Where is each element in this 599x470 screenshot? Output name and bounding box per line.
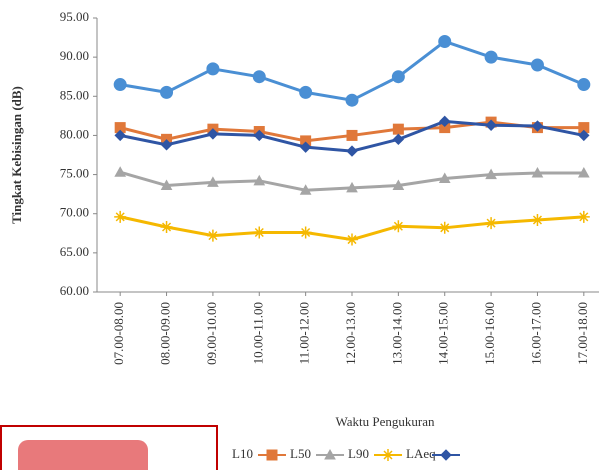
point bbox=[392, 179, 405, 191]
point bbox=[485, 119, 497, 131]
x-tick-label: 09.00-10.00 bbox=[204, 302, 219, 365]
point bbox=[577, 210, 590, 223]
x-tick-label: 11.00-12.00 bbox=[297, 302, 312, 364]
point bbox=[345, 93, 359, 107]
point bbox=[439, 115, 451, 128]
y-tick-label: 70.00 bbox=[60, 205, 89, 220]
legend-label: LAeq bbox=[406, 446, 436, 461]
point bbox=[160, 221, 173, 234]
point bbox=[392, 123, 404, 135]
point bbox=[114, 129, 126, 142]
x-axis-label: Waktu Pengukuran bbox=[336, 414, 435, 429]
point bbox=[114, 210, 127, 223]
y-tick-label: 95.00 bbox=[60, 9, 89, 24]
point bbox=[207, 176, 219, 187]
point bbox=[253, 226, 266, 239]
point bbox=[207, 128, 219, 140]
x-tick-label: 12.00-13.00 bbox=[343, 302, 358, 365]
y-tick-label: 65.00 bbox=[60, 244, 89, 259]
point bbox=[438, 34, 452, 48]
series-line bbox=[119, 39, 585, 102]
point bbox=[438, 221, 451, 234]
x-tick-label: 08.00-09.00 bbox=[158, 302, 173, 365]
point bbox=[484, 50, 498, 64]
x-tick-label: 16.00-17.00 bbox=[528, 302, 543, 365]
point bbox=[114, 166, 127, 177]
x-tick-label: 13.00-14.00 bbox=[389, 302, 404, 365]
x-tick-label: 07.00-08.00 bbox=[111, 302, 126, 365]
y-axis-label: Tingkat Kebisingan (dB) bbox=[9, 86, 24, 224]
point bbox=[253, 129, 265, 142]
point bbox=[577, 166, 590, 178]
y-tick-label: 60.00 bbox=[60, 283, 89, 298]
y-tick-label: 80.00 bbox=[60, 126, 89, 141]
point bbox=[206, 229, 219, 242]
legend-marker bbox=[324, 448, 336, 460]
point bbox=[530, 58, 544, 72]
point bbox=[531, 213, 544, 226]
point bbox=[299, 85, 313, 99]
point bbox=[160, 179, 173, 191]
x-tick-label: 15.00-16.00 bbox=[482, 302, 497, 365]
overlay-shape bbox=[18, 440, 148, 470]
point bbox=[299, 184, 312, 195]
legend-marker bbox=[266, 449, 278, 461]
point bbox=[346, 181, 358, 193]
y-tick-label: 85.00 bbox=[60, 87, 89, 102]
overlay-box bbox=[0, 425, 218, 470]
point bbox=[485, 168, 497, 180]
point bbox=[252, 70, 266, 84]
y-tick-label: 90.00 bbox=[60, 48, 89, 63]
legend-label: L10 bbox=[232, 446, 253, 461]
y-tick-label: 75.00 bbox=[60, 166, 89, 181]
point bbox=[113, 78, 127, 92]
point bbox=[160, 139, 173, 151]
x-tick-label: 17.00-18.00 bbox=[575, 302, 590, 365]
point bbox=[531, 120, 544, 132]
point bbox=[253, 174, 266, 186]
point bbox=[160, 85, 174, 99]
point bbox=[531, 166, 544, 178]
point bbox=[438, 172, 451, 183]
point bbox=[206, 62, 220, 76]
point bbox=[577, 78, 591, 92]
legend-label: L90 bbox=[348, 446, 369, 461]
point bbox=[299, 141, 312, 153]
legend-marker bbox=[440, 449, 452, 461]
point bbox=[578, 129, 590, 142]
point bbox=[485, 217, 498, 230]
point bbox=[392, 220, 405, 233]
point bbox=[299, 226, 312, 239]
x-tick-label: 14.00-15.00 bbox=[436, 302, 451, 365]
point bbox=[346, 233, 358, 246]
legend-marker bbox=[382, 449, 394, 461]
point bbox=[346, 129, 358, 141]
point bbox=[346, 145, 358, 157]
point bbox=[392, 133, 405, 146]
legend-label: L50 bbox=[290, 446, 311, 461]
point bbox=[391, 70, 405, 84]
x-tick-label: 10.00-11.00 bbox=[250, 302, 265, 364]
